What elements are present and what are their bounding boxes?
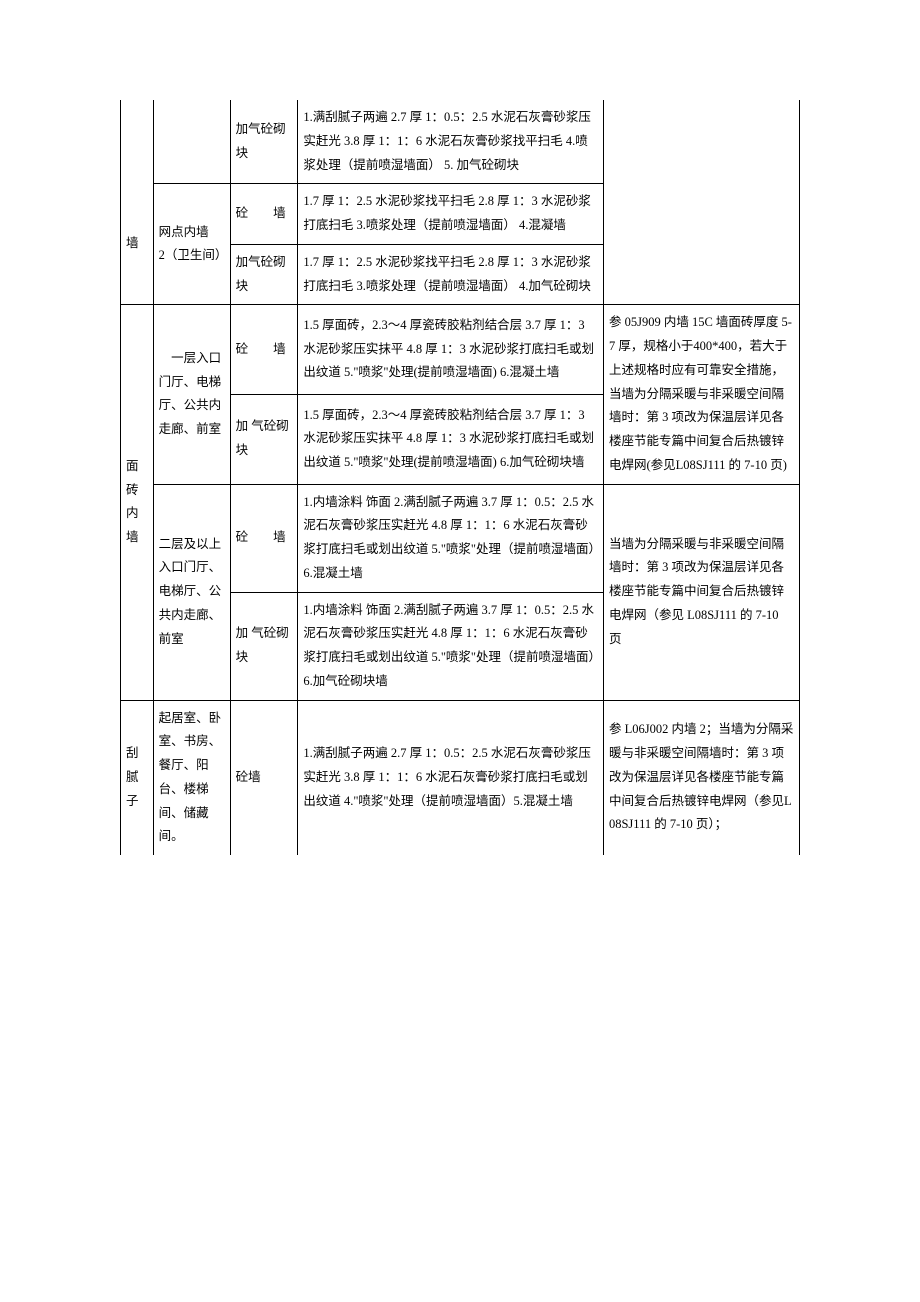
cell-method: 1.内墙涂料 饰面 2.满刮腻子两遍 3.7 厚 1：0.5：2.5 水泥石灰膏… [298,484,604,592]
table-row: 面砖内墙 一层入口门厅、电梯厅、公共内走廊、前室 砼 墙 1.5 厚面砖，2.3… [121,305,800,395]
cell-note [603,100,799,184]
cell-location [153,100,230,184]
cell-note: 参 05J909 内墙 15C 墙面砖厚度 5-7 厚，规格小于400*400，… [603,305,799,484]
cell-method: 1.满刮腻子两遍 2.7 厚 1：0.5：2.5 水泥石灰膏砂浆压实赶光 3.8… [298,700,604,855]
cell-method: 1.7 厚 1：2.5 水泥砂浆找平扫毛 2.8 厚 1：3 水泥砂浆打底扫毛 … [298,184,604,245]
cell-category: 刮腻子 [121,700,154,855]
cell-material: 砼 墙 [230,305,298,395]
table-row: 二层及以上入口门厅、电梯厅、公共内走廊、前室 砼 墙 1.内墙涂料 饰面 2.满… [121,484,800,592]
cell-method: 1.内墙涂料 饰面 2.满刮腻子两遍 3.7 厚 1：0.5：2.5 水泥石灰膏… [298,592,604,700]
table-row: 刮腻子 起居室、卧室、书房、餐厅、阳台、楼梯间、储藏间。 砼墙 1.满刮腻子两遍… [121,700,800,855]
cell-material: 砼 墙 [230,484,298,592]
cell-location: 网点内墙 2（卫生间） [153,184,230,305]
cell-material: 加 气砼砌块 [230,394,298,484]
table-row: 墙 网点内墙 2（卫生间） 砼 墙 1.7 厚 1：2.5 水泥砂浆找平扫毛 2… [121,184,800,245]
cell-method: 1.5 厚面砖，2.3～4 厚瓷砖胶粘剂结合层 3.7 厚 1：3 水泥砂浆压实… [298,394,604,484]
construction-spec-table: 加气砼砌块 1.满刮腻子两遍 2.7 厚 1：0.5：2.5 水泥石灰膏砂浆压实… [120,100,800,855]
cell-material: 加 气砼砌块 [230,592,298,700]
cell-location: 起居室、卧室、书房、餐厅、阳台、楼梯间、储藏间。 [153,700,230,855]
cell-method: 1.5 厚面砖，2.3～4 厚瓷砖胶粘剂结合层 3.7 厚 1：3 水泥砂浆压实… [298,305,604,395]
cell-material: 加气砼砌块 [230,100,298,184]
cell-material: 加气砼砌块 [230,244,298,305]
cell-method: 1.7 厚 1：2.5 水泥砂浆找平扫毛 2.8 厚 1：3 水泥砂浆打底扫毛 … [298,244,604,305]
cell-location: 一层入口门厅、电梯厅、公共内走廊、前室 [153,305,230,484]
cell-category: 面砖内墙 [121,305,154,700]
cell-note: 参 L06J002 内墙 2；当墙为分隔采暖与非采暖空间隔墙时：第 3 项改为保… [603,700,799,855]
cell-category: 墙 [121,184,154,305]
cell-category [121,100,154,184]
cell-note [603,184,799,305]
cell-method: 1.满刮腻子两遍 2.7 厚 1：0.5：2.5 水泥石灰膏砂浆压实赶光 3.8… [298,100,604,184]
table-row: 加气砼砌块 1.满刮腻子两遍 2.7 厚 1：0.5：2.5 水泥石灰膏砂浆压实… [121,100,800,184]
cell-location: 二层及以上入口门厅、电梯厅、公共内走廊、前室 [153,484,230,700]
cell-material: 砼墙 [230,700,298,855]
cell-note: 当墙为分隔采暖与非采暖空间隔墙时：第 3 项改为保温层详见各楼座节能专篇中间复合… [603,484,799,700]
cell-material: 砼 墙 [230,184,298,245]
